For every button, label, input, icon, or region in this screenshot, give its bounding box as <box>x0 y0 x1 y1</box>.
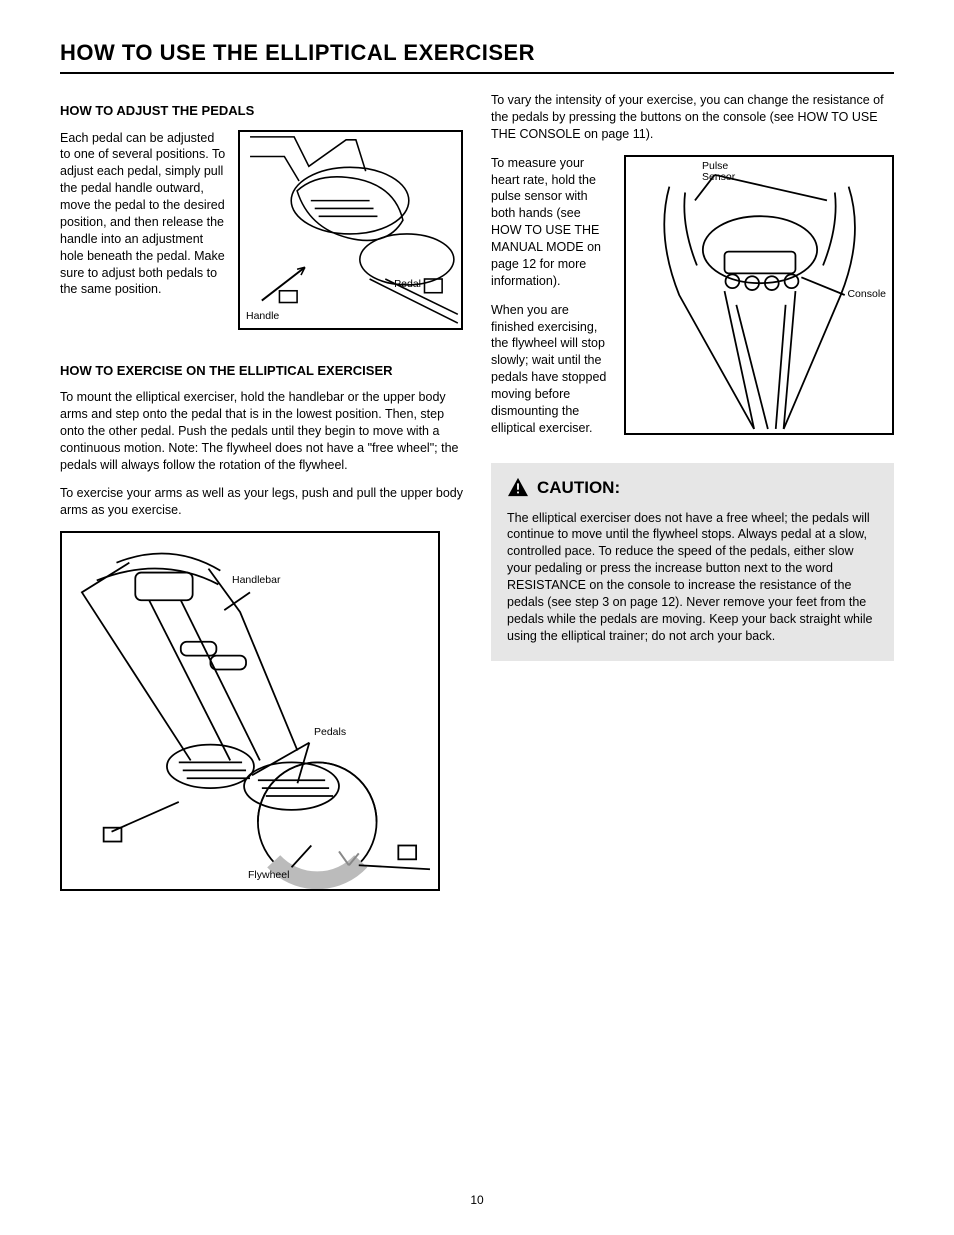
figure-elliptical-side: Handlebar Pedals Flywheel <box>60 531 440 891</box>
warning-heading: CAUTION: <box>507 477 878 500</box>
left-column: HOW TO ADJUST THE PEDALS <box>60 92 463 891</box>
fig3-label-console: Console <box>847 289 886 300</box>
fig2-label-flywheel: Flywheel <box>248 870 289 881</box>
exercise-paragraph-2: To exercise your arms as well as your le… <box>60 485 463 519</box>
figure-pedal-adjust: Handle Pedal <box>238 130 463 330</box>
pedal-adjust-illustration <box>240 132 461 328</box>
fig1-label-handle: Handle <box>246 311 279 322</box>
fig1-label-pedal: Pedal <box>394 279 421 290</box>
warning-box: CAUTION: The elliptical exerciser does n… <box>491 463 894 661</box>
right-column: To vary the intensity of your exercise, … <box>491 92 894 891</box>
page-number: 10 <box>0 1193 954 1207</box>
header: HOW TO USE THE ELLIPTICAL EXERCISER <box>60 40 894 74</box>
right-para-1: To vary the intensity of your exercise, … <box>491 92 894 143</box>
page-title: HOW TO USE THE ELLIPTICAL EXERCISER <box>60 40 894 66</box>
warning-triangle-icon <box>507 477 529 497</box>
section-title-exercise: HOW TO EXERCISE ON THE ELLIPTICAL EXERCI… <box>60 362 463 380</box>
elliptical-side-illustration <box>62 533 438 889</box>
exercise-paragraph-1: To mount the elliptical exerciser, hold … <box>60 389 463 473</box>
fig2-label-pedals: Pedals <box>314 727 346 738</box>
columns: HOW TO ADJUST THE PEDALS <box>60 92 894 891</box>
page: HOW TO USE THE ELLIPTICAL EXERCISER HOW … <box>0 0 954 1235</box>
figure-console-pulse: Pulse Sensor Console <box>624 155 894 435</box>
fig3-label-pulse: Pulse Sensor <box>702 161 735 183</box>
fig2-label-handlebar: Handlebar <box>232 575 280 586</box>
warning-title: CAUTION: <box>537 477 620 500</box>
warning-body: The elliptical exerciser does not have a… <box>507 510 878 645</box>
section-title-pedals: HOW TO ADJUST THE PEDALS <box>60 102 463 120</box>
